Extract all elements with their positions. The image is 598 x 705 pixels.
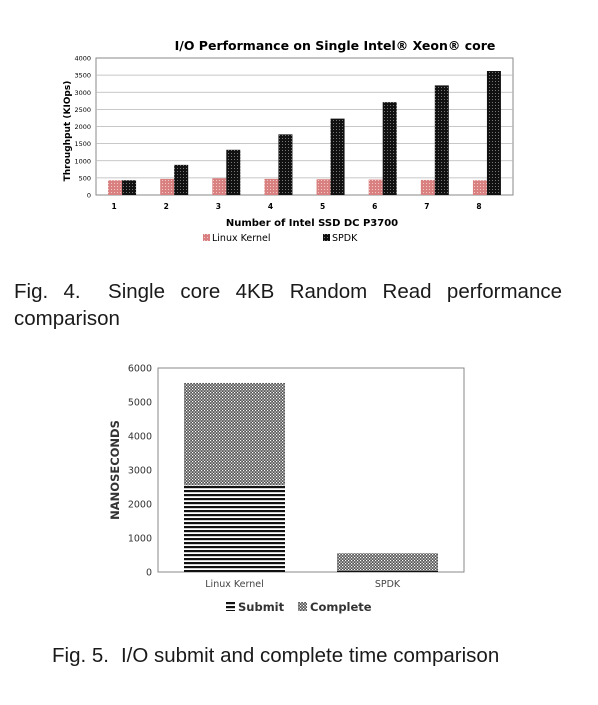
chart1-x-ticks: 1 2 3 4 5 6 7 8 [111, 202, 481, 211]
chart1-x-axis-label: Number of Intel SSD DC P3700 [226, 218, 398, 229]
chart1-bar-spdk [382, 102, 397, 195]
figure-5-text: I/O submit and complete time comparison [120, 644, 500, 667]
chart1-y-tick-label: 3000 [74, 89, 91, 97]
submit-complete-chart: 0 1000 2000 3000 4000 5000 6000 Linux Kernel SP… [108, 364, 465, 614]
legend-label-submit: Submit [238, 600, 285, 614]
legend-label-spdk: SPDK [332, 233, 358, 244]
chart1-title: I/O Performance on Single Intel® Xeon® c… [175, 38, 496, 53]
chart2-bars [184, 382, 438, 572]
chart1-bar-linux-kernel [420, 179, 435, 195]
chart1-gridlines [96, 74, 513, 179]
chart2-bar-submit [184, 485, 285, 572]
chart1-bar-spdk [174, 164, 189, 195]
chart1-bar-spdk [434, 85, 449, 195]
legend-swatch-complete [298, 602, 307, 611]
legend-label-complete: Complete [310, 600, 372, 614]
chart1-bar-spdk [226, 149, 241, 195]
legend-swatch-linux-kernel [203, 234, 210, 241]
chart2-y-tick-label: 6000 [128, 364, 152, 375]
chart1-y-axis-label: Throughput (KIOps) [63, 81, 73, 182]
chart2-y-axis-label: NANOSECONDS [108, 420, 122, 520]
legend-swatch-submit [226, 602, 235, 611]
chart1-x-tick-label: 5 [320, 202, 325, 211]
chart2-y-tick-label: 1000 [128, 534, 152, 545]
chart1-bar-linux-kernel [472, 180, 487, 195]
chart1-x-tick-label: 2 [164, 202, 169, 211]
chart1-bar-spdk [122, 180, 137, 195]
chart1-bar-linux-kernel [316, 179, 331, 195]
chart2-y-tick-label: 2000 [128, 500, 152, 511]
figure-4-text: Single core 4KB Random Read performance … [14, 280, 563, 330]
figure-5-number: Fig. 5. [52, 644, 109, 667]
chart2-y-tick-label: 3000 [128, 466, 152, 477]
chart2-plot-frame [157, 367, 465, 573]
chart1-x-tick-label: 7 [424, 202, 429, 211]
chart2-y-tick-label: 5000 [128, 398, 152, 409]
chart2-x-tick-label: Linux Kernel [205, 579, 263, 590]
figure-5-caption: Fig. 5. I/O submit and complete time comp… [52, 644, 499, 668]
chart2-y-tick-label: 4000 [128, 432, 152, 443]
chart2-y-ticks: 0 1000 2000 3000 4000 5000 6000 [128, 364, 152, 579]
chart2-bar-complete [337, 553, 438, 571]
chart1-y-tick-label: 2500 [74, 106, 91, 114]
chart1-bar-spdk [278, 134, 293, 195]
chart1-bar-linux-kernel [264, 178, 279, 195]
chart2-bar-complete [184, 382, 285, 486]
chart2-x-ticks: Linux Kernel SPDK [205, 579, 401, 590]
chart1-y-tick-label: 2000 [74, 123, 91, 131]
chart1-bars [108, 71, 501, 195]
chart1-y-tick-label: 0 [87, 192, 91, 200]
legend-label-linux-kernel: Linux Kernel [212, 233, 270, 244]
chart1-y-tick-label: 3500 [74, 72, 91, 80]
chart1-bar-linux-kernel [212, 178, 227, 195]
chart1-x-tick-label: 1 [111, 202, 116, 211]
chart2-y-tick-label: 0 [146, 568, 152, 579]
throughput-chart: I/O Performance on Single Intel® Xeon® c… [63, 38, 514, 244]
chart1-y-ticks: 0 500 1000 1500 2000 2500 3000 3500 4000 [74, 55, 91, 200]
chart1-x-tick-label: 4 [268, 202, 273, 211]
chart2-bar-submit [337, 570, 438, 572]
chart1-x-tick-label: 6 [372, 202, 377, 211]
chart1-y-tick-label: 4000 [74, 55, 91, 63]
figure-4-caption: Fig. 4. Single core 4KB Random Read perf… [14, 278, 562, 332]
chart1-x-tick-label: 8 [476, 202, 481, 211]
chart1-bar-spdk [330, 118, 345, 195]
chart1-y-tick-label: 1500 [74, 140, 91, 148]
figure-4-number: Fig. 4. [14, 280, 81, 303]
chart1-bar-linux-kernel [160, 178, 175, 195]
chart1-y-tick-label: 500 [79, 174, 91, 182]
chart1-bar-linux-kernel [108, 180, 123, 195]
legend-swatch-spdk [323, 234, 330, 241]
chart1-bar-linux-kernel [368, 179, 383, 195]
chart1-y-tick-label: 1000 [74, 157, 91, 165]
chart1-x-tick-label: 3 [216, 202, 221, 211]
chart1-bar-spdk [486, 71, 501, 195]
chart2-x-tick-label: SPDK [375, 579, 401, 590]
